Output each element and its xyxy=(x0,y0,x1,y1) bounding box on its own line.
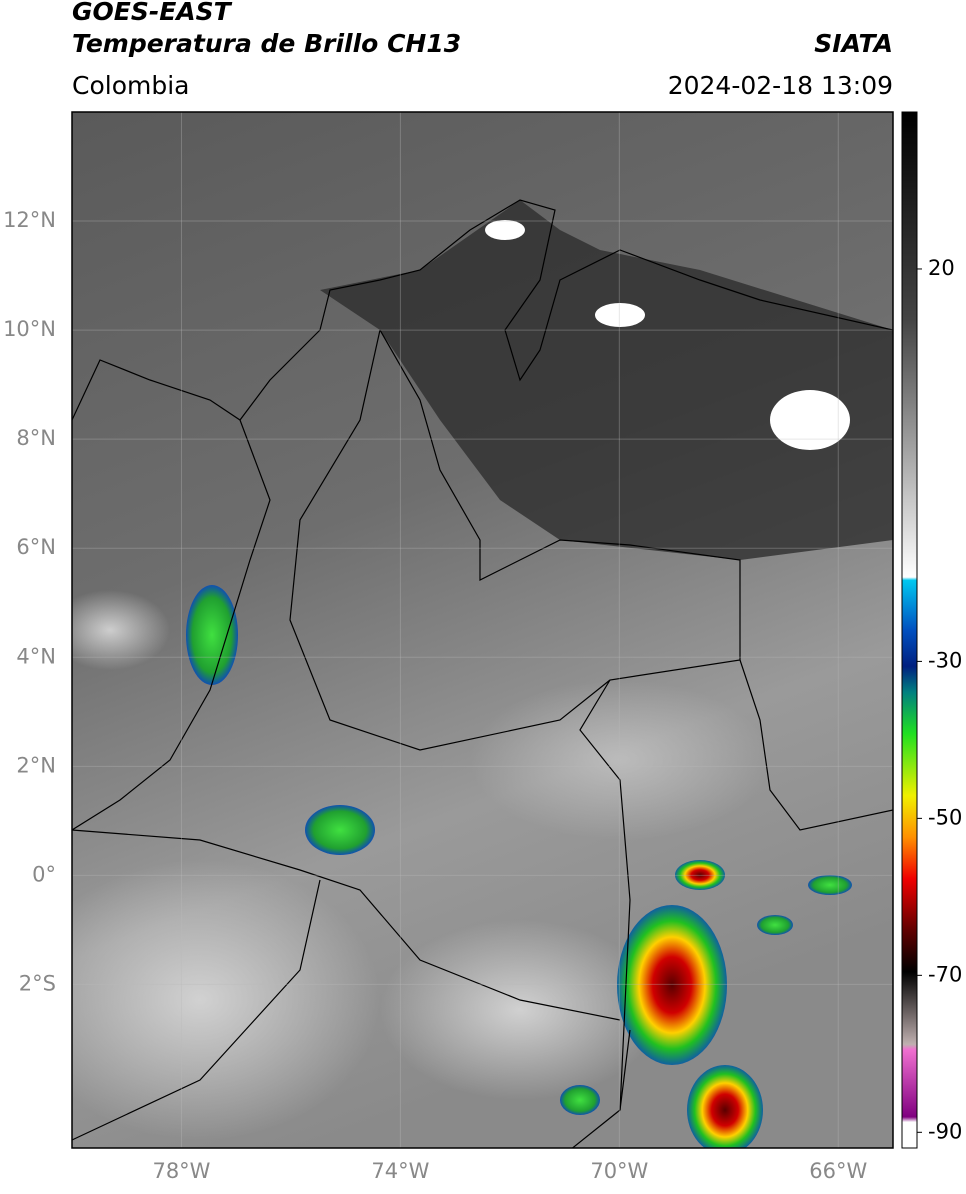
x-tick-label: 70°W xyxy=(590,1159,648,1183)
y-tick-label: 2°N xyxy=(16,753,56,777)
cloud xyxy=(72,590,170,670)
colorbar-tick-label: 20 xyxy=(928,256,955,280)
x-tick-label: 78°W xyxy=(152,1159,210,1183)
convective-cell xyxy=(757,915,793,935)
subtitle: Temperatura de Brillo CH13 xyxy=(72,29,461,58)
cold-top xyxy=(770,390,850,450)
y-tick-label: 4°N xyxy=(16,644,56,668)
colorbar-tick-label: -50 xyxy=(928,805,962,829)
y-tick-label: 12°N xyxy=(3,208,56,232)
axes: 78°W 74°W 70°W 66°W 12°N 10°N 8°N 6°N 4°N 2°N 0° 2°… xyxy=(3,112,962,1183)
cold-land xyxy=(320,200,893,560)
storm xyxy=(617,905,727,1065)
cold-top xyxy=(485,220,525,240)
colorbar-tick-label: -30 xyxy=(928,648,962,672)
y-tick-label: 6°N xyxy=(16,535,56,559)
storm xyxy=(675,860,725,890)
x-tick-label: 66°W xyxy=(809,1159,867,1183)
convective-cell xyxy=(560,1085,600,1115)
y-tick-label: 8°N xyxy=(16,426,56,450)
convective-cell xyxy=(305,805,375,855)
cloud xyxy=(380,920,660,1100)
map-frame xyxy=(71,111,894,1149)
source: SIATA xyxy=(814,29,893,58)
cloud xyxy=(470,680,770,840)
colorbar-tick-label: -90 xyxy=(928,1119,962,1143)
convective-cell xyxy=(186,585,238,685)
region: Colombia xyxy=(72,71,189,100)
y-tick-label: 0° xyxy=(32,862,56,886)
x-tick-label: 74°W xyxy=(371,1159,429,1183)
y-tick-label: 10°N xyxy=(3,317,56,341)
cold-top xyxy=(595,303,645,327)
title: GOES-EAST xyxy=(72,0,233,26)
colorbar xyxy=(901,111,918,1149)
datetime: 2024-02-18 13:09 xyxy=(668,71,893,100)
convective-cell xyxy=(808,875,852,895)
satellite-image xyxy=(72,112,893,1148)
y-tick-label: 2°S xyxy=(19,971,56,995)
cloud xyxy=(72,860,380,1140)
storm xyxy=(687,1065,763,1148)
colorbar-tick-label: -70 xyxy=(928,962,962,986)
borders xyxy=(72,199,893,1148)
